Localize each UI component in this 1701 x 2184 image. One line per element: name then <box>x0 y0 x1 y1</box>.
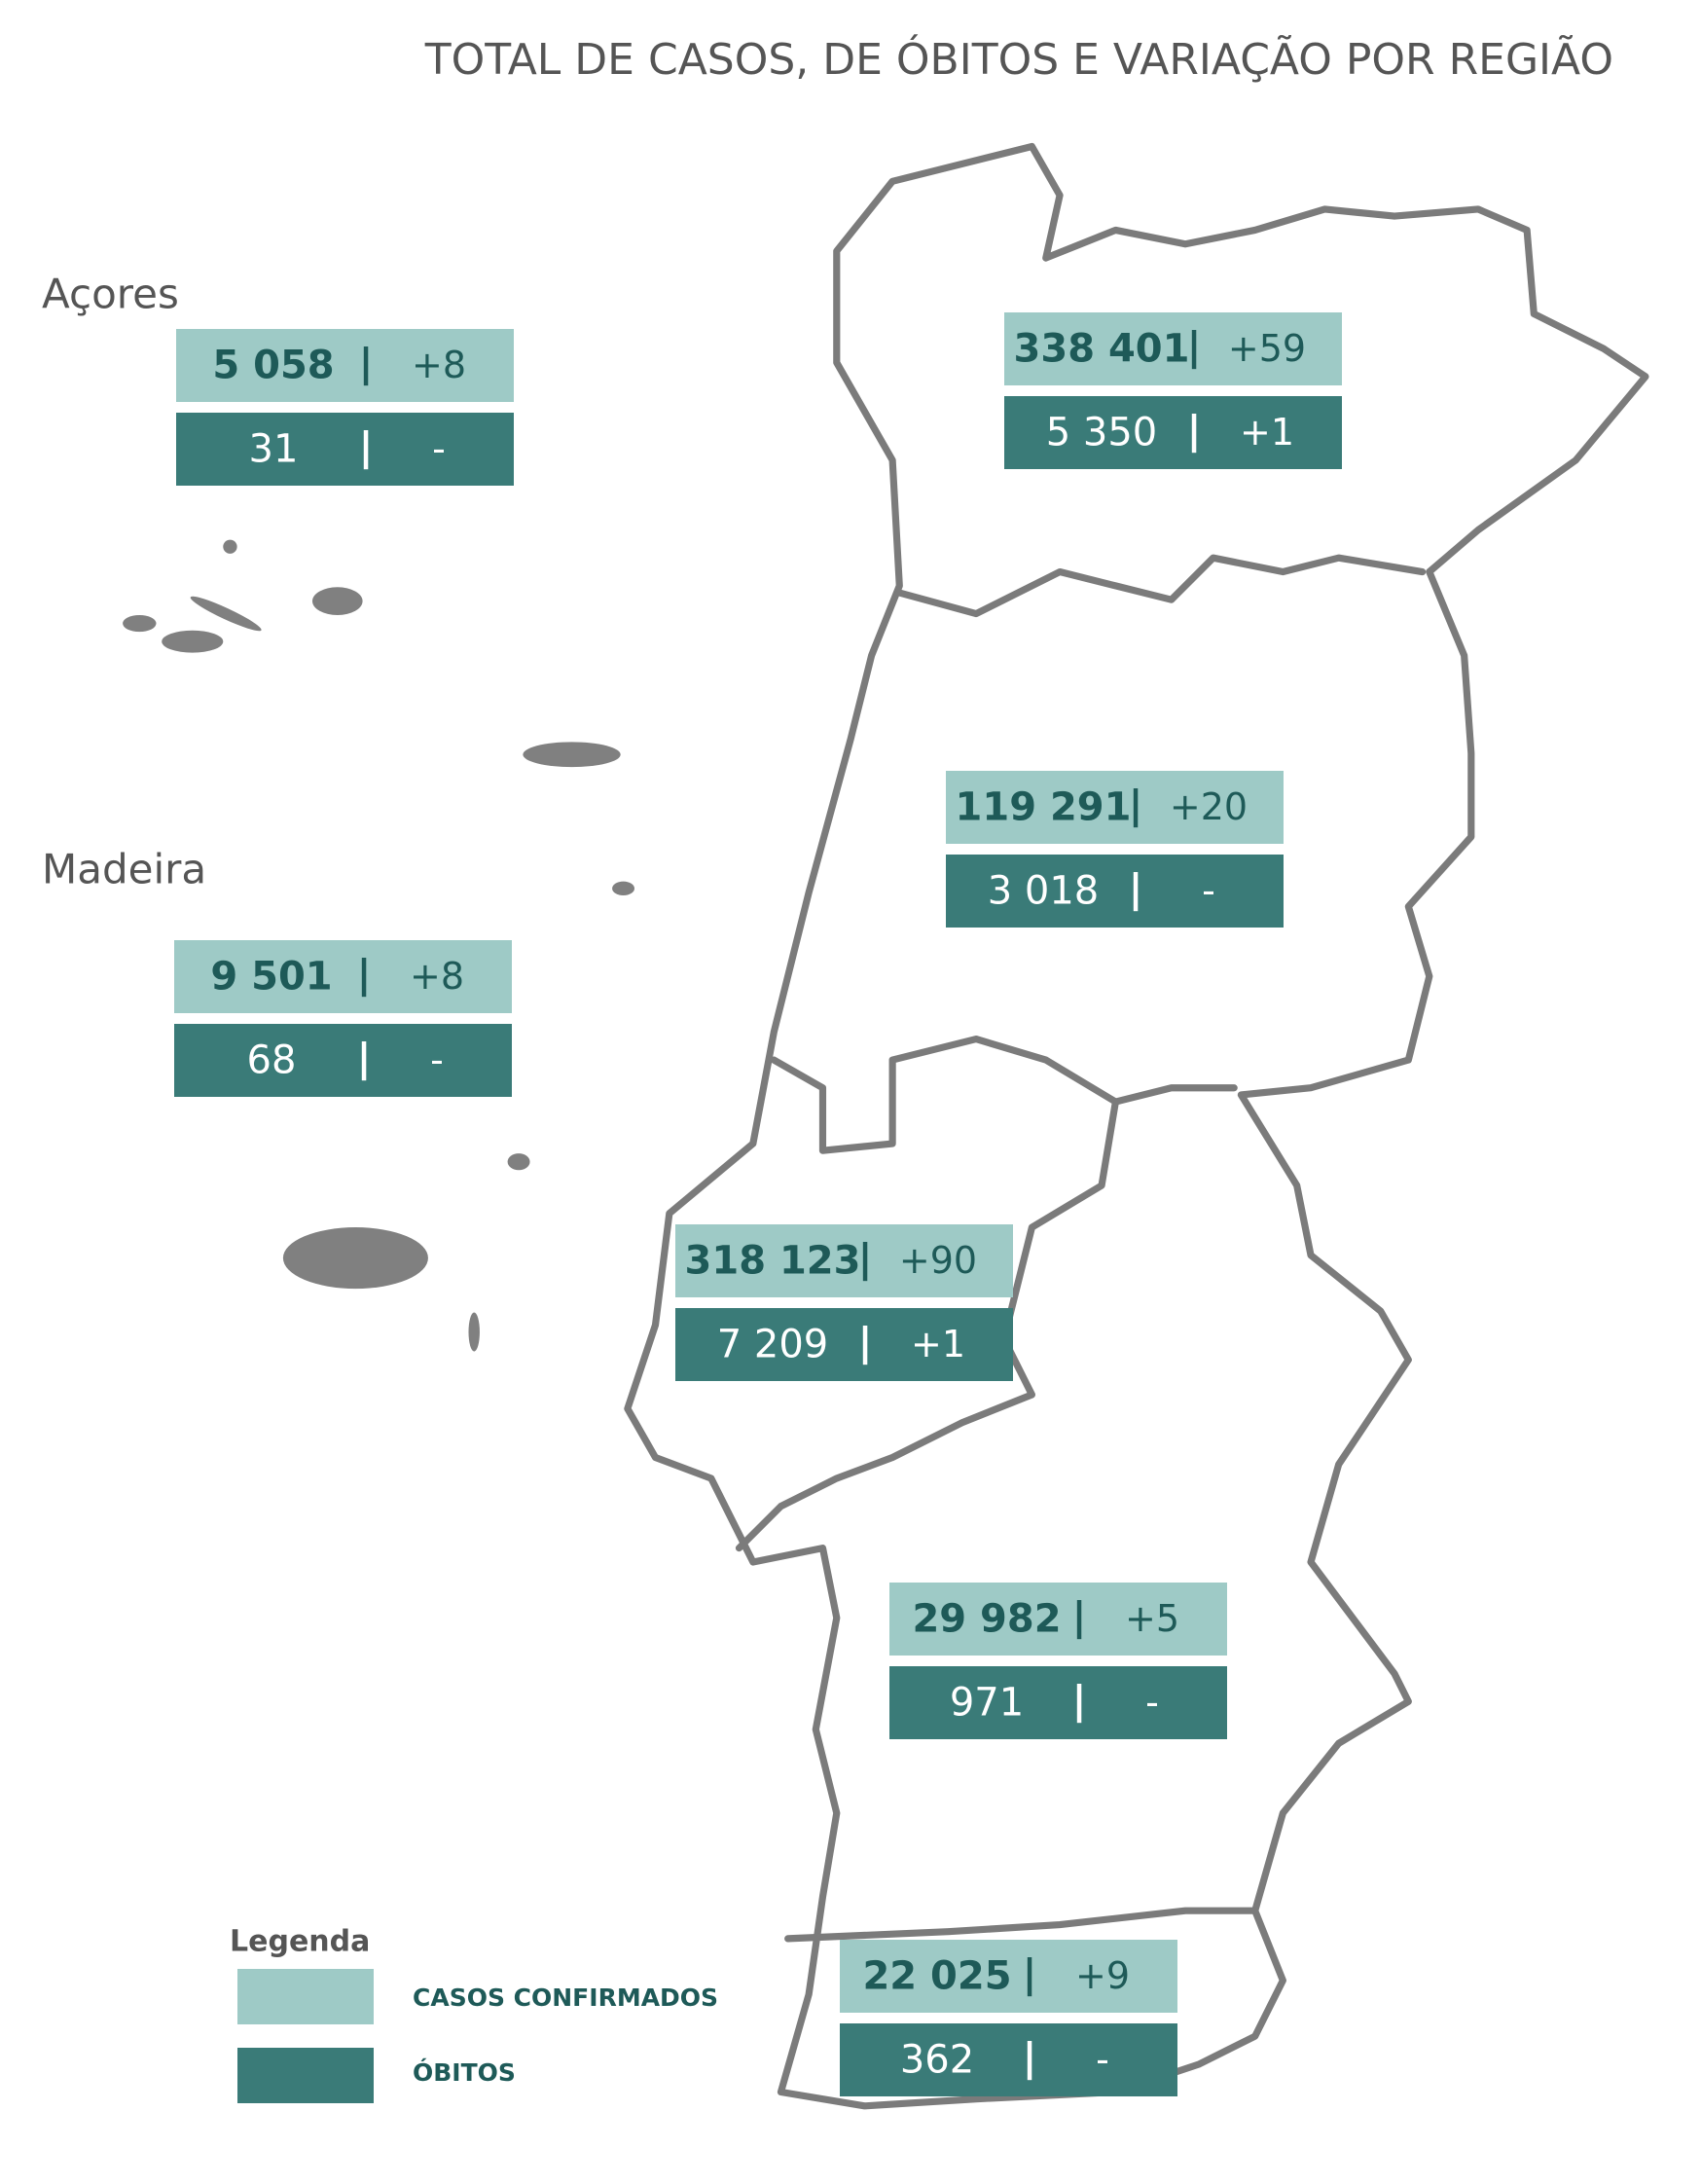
island <box>223 539 237 554</box>
separator: | <box>1187 325 1202 371</box>
region-border <box>784 1907 1259 1943</box>
separator: | <box>1187 409 1202 455</box>
deaths: 31 <box>249 427 299 472</box>
cases-box <box>946 771 1284 844</box>
separator: | <box>357 1037 372 1082</box>
island <box>282 1227 428 1290</box>
deaths-box <box>840 2023 1177 2096</box>
deaths-change: - <box>432 427 446 470</box>
cases: 9 501 <box>210 955 332 1000</box>
cases-change: +59 <box>1228 327 1306 370</box>
mainland-outline <box>624 142 1649 2110</box>
island <box>612 881 635 895</box>
legend-title: Legenda <box>230 1925 370 1959</box>
separator: | <box>858 1321 873 1366</box>
cases: 5 058 <box>212 344 334 388</box>
island <box>162 630 224 653</box>
cases-box <box>174 940 512 1013</box>
map <box>123 142 1649 2110</box>
region-border <box>735 1098 1119 1552</box>
legend-swatch <box>237 2048 374 2103</box>
cases-change: +8 <box>410 955 464 998</box>
cases-change: +5 <box>1125 1597 1179 1640</box>
legend-label: ÓBITOS <box>413 2057 516 2087</box>
deaths-change: - <box>1096 2038 1109 2081</box>
deaths-change: +1 <box>1240 411 1294 454</box>
deaths-change: +1 <box>911 1323 965 1365</box>
legend-label: CASOS CONFIRMADOS <box>413 1984 718 2012</box>
island <box>507 1153 530 1171</box>
deaths: 3 018 <box>988 869 1100 914</box>
cases-change: +8 <box>412 344 466 386</box>
cases: 119 291 <box>956 785 1132 830</box>
region-border <box>895 554 1427 618</box>
deaths-box <box>946 855 1284 928</box>
legend-swatch <box>237 1969 374 2024</box>
deaths: 68 <box>247 1038 297 1083</box>
deaths-box <box>889 1666 1227 1739</box>
region-name: Açores <box>42 271 179 318</box>
deaths-change: - <box>1202 869 1215 912</box>
island <box>123 614 157 633</box>
separator: | <box>1129 867 1143 913</box>
deaths: 7 209 <box>717 1323 829 1367</box>
cases: 338 401 <box>1014 327 1190 372</box>
deaths-box <box>176 413 514 486</box>
separator: | <box>357 953 372 999</box>
cases-box <box>1004 312 1342 385</box>
deaths: 362 <box>900 2038 974 2083</box>
cases: 318 123 <box>685 1239 861 1284</box>
island <box>311 587 363 615</box>
legend: Legenda CASOS CONFIRMADOS ÓBITOS <box>230 1925 718 2103</box>
separator: | <box>1129 783 1143 829</box>
region-name: Madeira <box>42 846 206 893</box>
separator: | <box>1072 1679 1087 1725</box>
cases-change: +20 <box>1170 785 1248 828</box>
deaths: 5 350 <box>1046 411 1158 455</box>
island <box>523 742 621 768</box>
deaths-change: - <box>430 1038 444 1081</box>
cases: 29 982 <box>912 1597 1061 1642</box>
cases-box <box>176 329 514 402</box>
cases-change: +9 <box>1075 1954 1130 1997</box>
cases-box <box>889 1583 1227 1656</box>
title: TOTAL DE CASOS, DE ÓBITOS E VARIAÇÃO POR… <box>424 33 1613 85</box>
separator: | <box>1023 2036 1037 2082</box>
cases-box <box>675 1224 1013 1297</box>
cases-box <box>840 1940 1177 2013</box>
region-border <box>770 1036 1238 1154</box>
deaths-box <box>675 1308 1013 1381</box>
island <box>468 1312 480 1352</box>
separator: | <box>359 342 374 387</box>
separator: | <box>1072 1595 1087 1641</box>
deaths-change: - <box>1145 1681 1159 1724</box>
separator: | <box>359 425 374 471</box>
separator: | <box>1023 1952 1037 1998</box>
deaths: 971 <box>950 1681 1024 1726</box>
cases-change: +90 <box>899 1239 977 1282</box>
cases: 22 025 <box>862 1954 1011 1999</box>
island <box>190 596 262 632</box>
deaths-box <box>1004 396 1342 469</box>
separator: | <box>858 1237 873 1283</box>
deaths-box <box>174 1024 512 1097</box>
